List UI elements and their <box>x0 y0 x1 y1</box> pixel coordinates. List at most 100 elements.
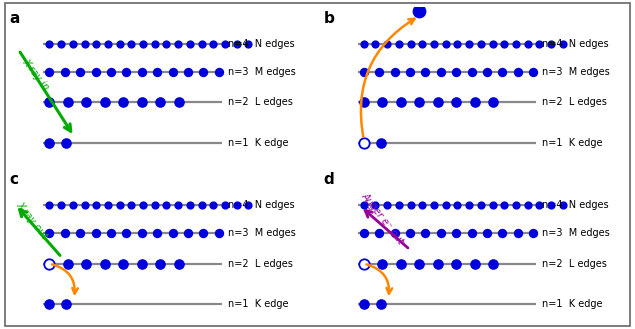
Point <box>173 202 184 208</box>
Point <box>137 69 147 74</box>
Text: n=1  K edge: n=1 K edge <box>228 299 288 309</box>
Point <box>243 202 253 208</box>
Point <box>62 140 72 145</box>
Point <box>476 202 486 208</box>
Point <box>100 100 110 105</box>
Point <box>499 202 509 208</box>
Point <box>528 230 538 235</box>
Text: n=2  L edges: n=2 L edges <box>228 259 293 269</box>
Point <box>118 261 128 266</box>
Point <box>121 230 131 235</box>
Point <box>44 230 55 235</box>
Point <box>389 69 399 74</box>
Point <box>451 69 461 74</box>
Point <box>155 261 165 266</box>
Point <box>174 100 184 105</box>
Point <box>488 41 498 46</box>
Point <box>214 230 224 235</box>
Point <box>44 41 55 46</box>
Text: n=3  M edges: n=3 M edges <box>542 228 610 238</box>
Text: n=3  M edges: n=3 M edges <box>228 228 296 238</box>
Point <box>394 202 404 208</box>
Point <box>497 230 507 235</box>
Point <box>558 41 568 46</box>
Text: c: c <box>10 172 18 188</box>
Point <box>106 230 116 235</box>
Point <box>114 202 124 208</box>
Point <box>79 41 90 46</box>
Point <box>370 202 380 208</box>
Text: n=4  N edges: n=4 N edges <box>228 200 295 210</box>
Text: n=1  K edge: n=1 K edge <box>542 299 603 309</box>
Point <box>451 230 461 235</box>
Point <box>75 69 85 74</box>
Point <box>382 202 392 208</box>
Point <box>467 230 477 235</box>
Point <box>60 230 70 235</box>
Point <box>470 261 480 266</box>
Point <box>497 69 507 74</box>
Point <box>441 41 451 46</box>
Text: X-ray in: X-ray in <box>20 57 51 92</box>
Point <box>126 41 137 46</box>
Point <box>488 100 498 105</box>
Text: d: d <box>324 172 335 188</box>
Point <box>464 41 474 46</box>
Point <box>488 261 498 266</box>
Point <box>511 202 521 208</box>
Point <box>359 69 369 74</box>
Point <box>232 202 242 208</box>
Point <box>546 202 556 208</box>
Point <box>359 301 369 307</box>
Point <box>91 202 102 208</box>
Point <box>185 202 195 208</box>
Point <box>405 230 415 235</box>
Point <box>436 230 446 235</box>
Point <box>429 41 439 46</box>
Point <box>359 230 369 235</box>
Point <box>183 69 193 74</box>
Point <box>464 202 474 208</box>
Point <box>420 69 431 74</box>
Point <box>534 202 544 208</box>
Point <box>63 261 73 266</box>
Point <box>91 69 101 74</box>
Point <box>63 100 73 105</box>
Point <box>511 41 521 46</box>
Text: n=2  L edges: n=2 L edges <box>542 259 607 269</box>
Point <box>359 202 369 208</box>
Point <box>81 100 91 105</box>
Point <box>429 202 439 208</box>
Text: n=1  K edge: n=1 K edge <box>542 138 603 148</box>
Point <box>75 230 85 235</box>
Point <box>534 41 544 46</box>
Point <box>150 202 160 208</box>
Point <box>183 230 193 235</box>
Point <box>376 301 386 307</box>
Point <box>432 261 443 266</box>
Point <box>482 69 492 74</box>
Point <box>152 69 163 74</box>
Point <box>198 69 208 74</box>
Point <box>414 261 424 266</box>
Point <box>103 41 113 46</box>
Text: n=3  M edges: n=3 M edges <box>542 66 610 77</box>
Point <box>56 41 66 46</box>
Point <box>68 41 78 46</box>
Point <box>452 202 462 208</box>
Point <box>161 202 171 208</box>
Point <box>382 41 392 46</box>
Point <box>414 100 424 105</box>
Point <box>370 41 380 46</box>
Point <box>417 202 427 208</box>
Point <box>62 301 72 307</box>
Point <box>432 100 443 105</box>
Point <box>512 69 523 74</box>
Point <box>196 41 206 46</box>
Point <box>208 41 218 46</box>
Point <box>389 230 399 235</box>
Point <box>374 69 384 74</box>
Point <box>220 41 230 46</box>
Point <box>155 100 165 105</box>
Point <box>232 41 242 46</box>
